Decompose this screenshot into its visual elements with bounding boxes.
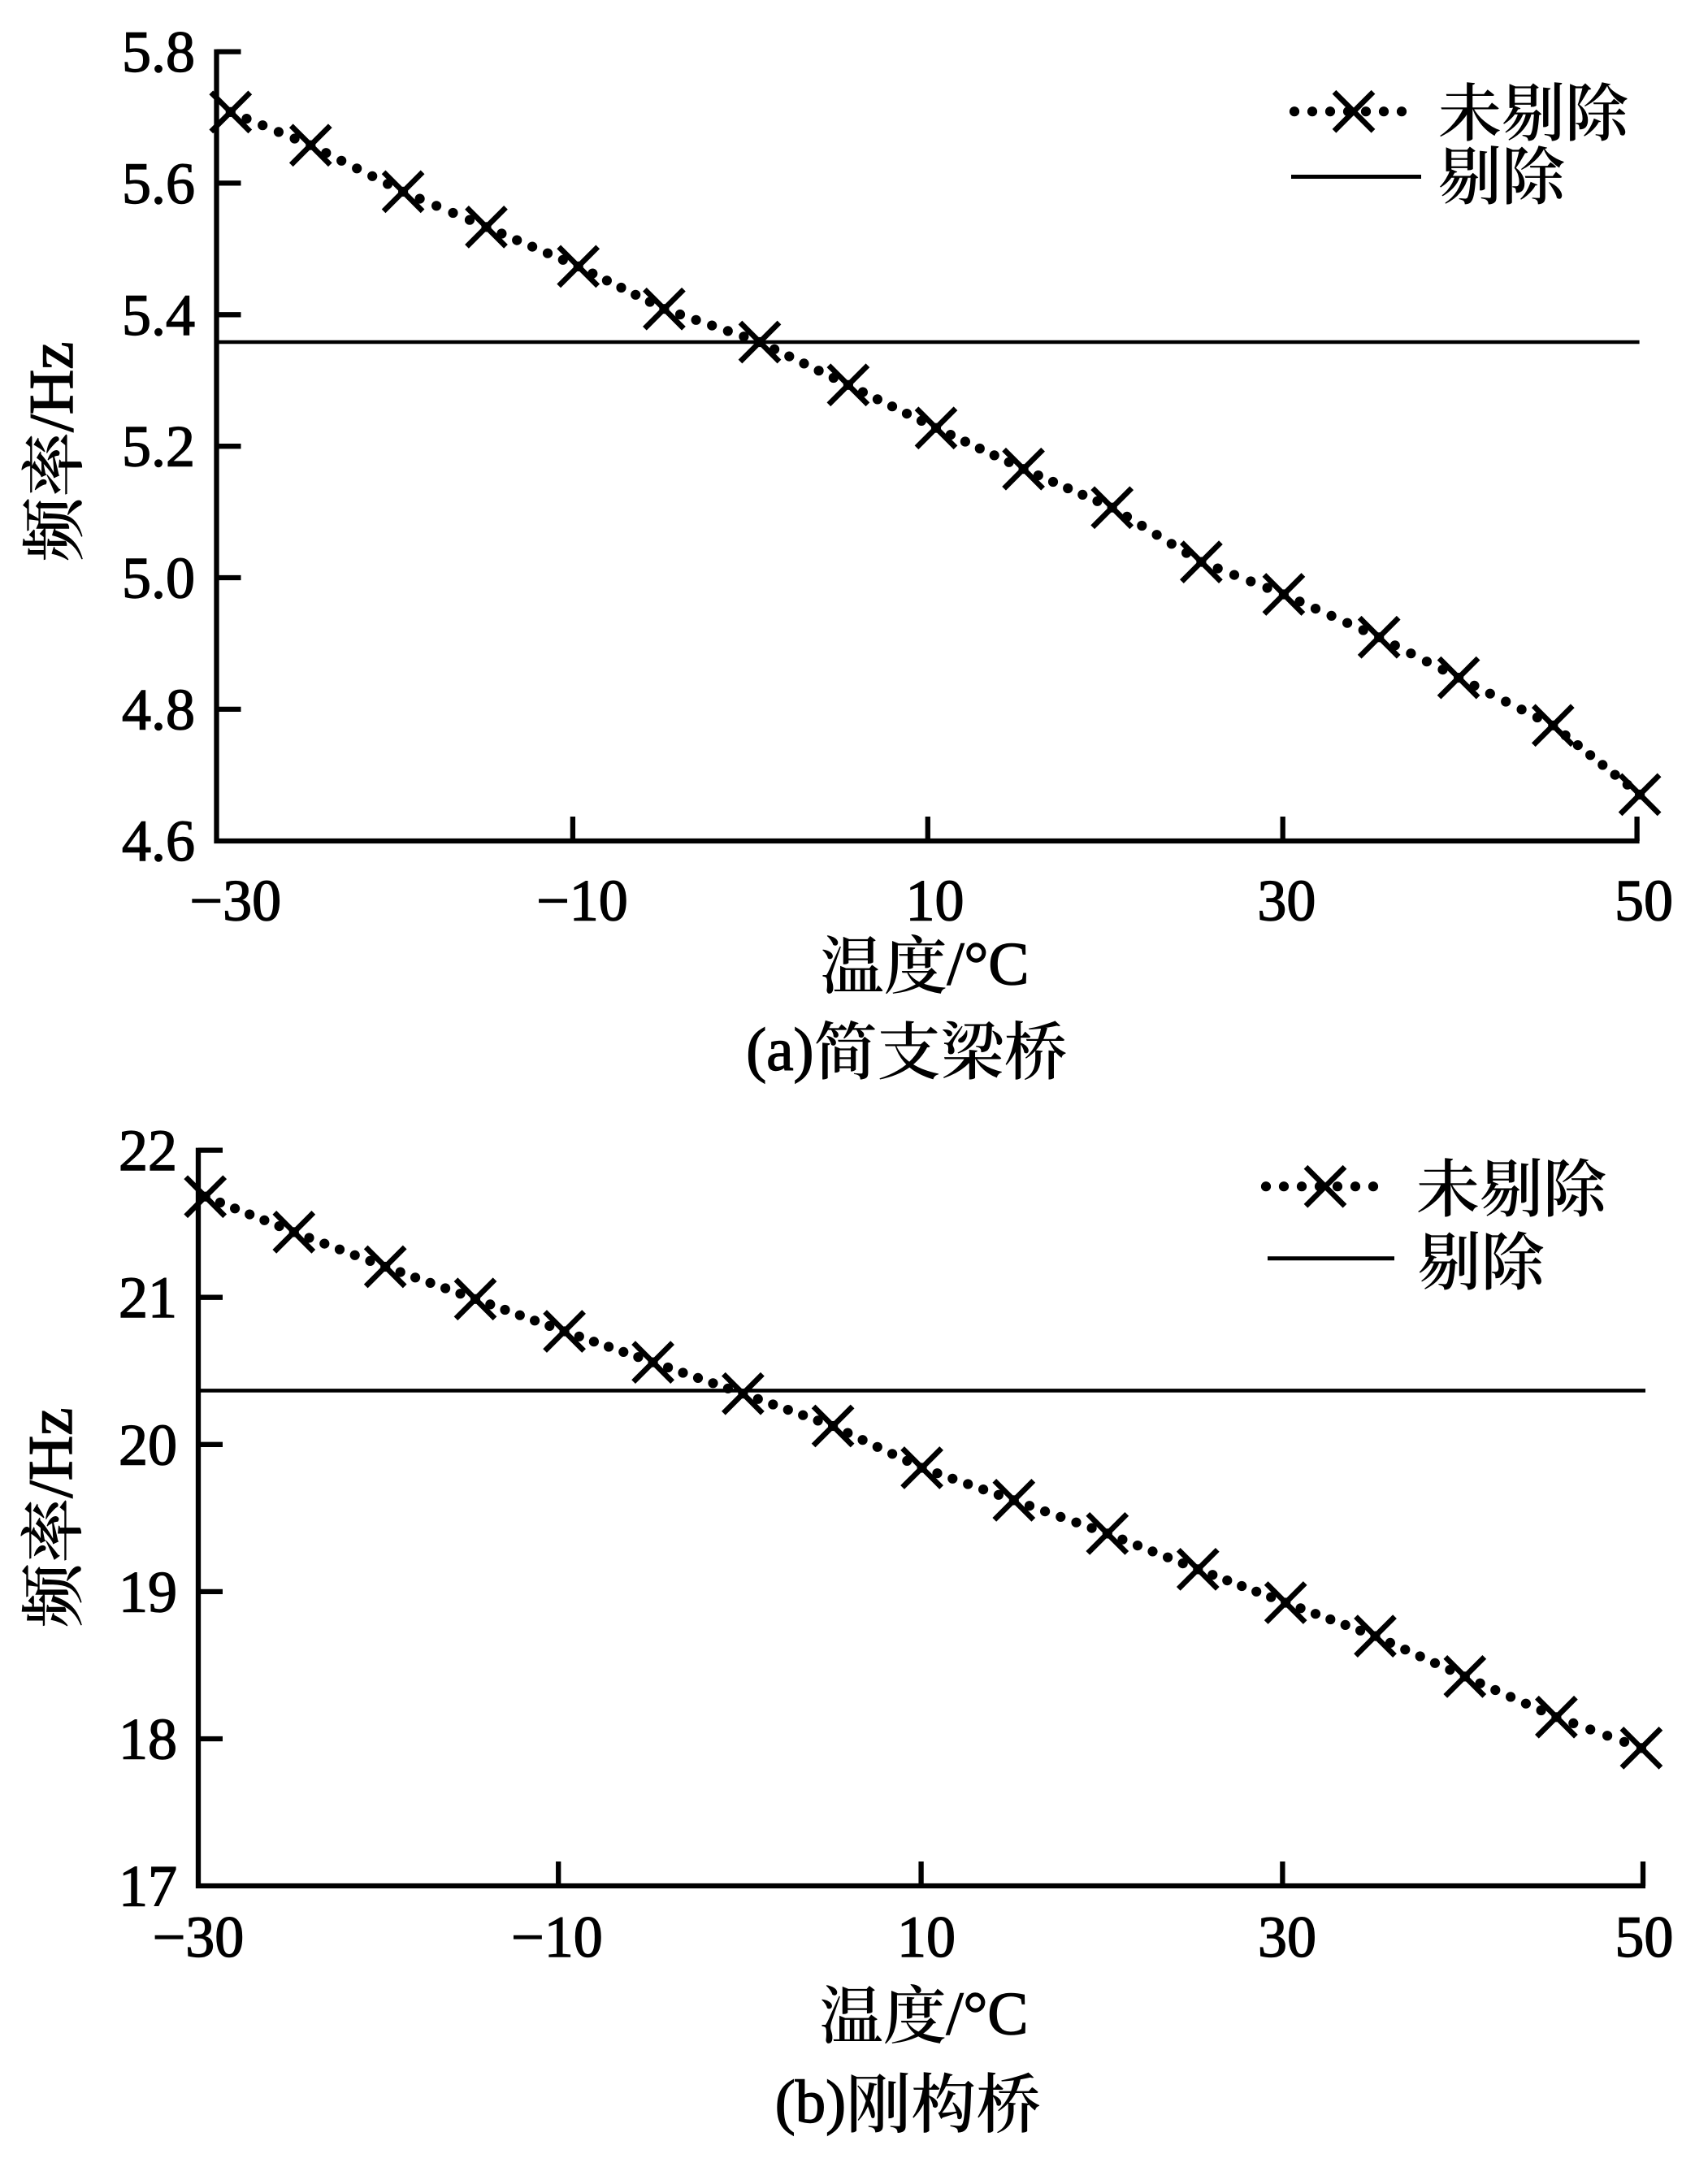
svg-text:−30: −30 xyxy=(153,1905,245,1970)
svg-text:4.8: 4.8 xyxy=(122,677,195,742)
svg-text:20: 20 xyxy=(119,1412,177,1477)
svg-text:19: 19 xyxy=(119,1559,177,1624)
svg-text:17: 17 xyxy=(119,1854,177,1919)
svg-text:30: 30 xyxy=(1258,1905,1316,1970)
svg-text:22: 22 xyxy=(119,1118,177,1183)
svg-text:−30: −30 xyxy=(189,869,281,934)
svg-text:10: 10 xyxy=(906,869,965,934)
svg-text:18: 18 xyxy=(119,1707,177,1772)
svg-text:30: 30 xyxy=(1257,869,1316,934)
svg-text:(a): (a) xyxy=(746,1016,813,1084)
svg-text:5.0: 5.0 xyxy=(122,546,195,611)
svg-text:21: 21 xyxy=(119,1265,177,1330)
svg-text:5.6: 5.6 xyxy=(122,151,195,216)
svg-text:/°C: /°C xyxy=(947,931,1030,999)
svg-text:−10: −10 xyxy=(536,869,628,934)
svg-text:50: 50 xyxy=(1615,869,1673,934)
svg-text:5.8: 5.8 xyxy=(122,20,195,85)
svg-text:(b): (b) xyxy=(775,2069,846,2136)
svg-text:/Hz: /Hz xyxy=(15,1407,85,1497)
svg-text:5.2: 5.2 xyxy=(122,414,195,479)
svg-text:4.6: 4.6 xyxy=(122,808,195,873)
svg-text:5.4: 5.4 xyxy=(122,283,195,348)
svg-text:10: 10 xyxy=(897,1905,956,1970)
svg-text:−10: −10 xyxy=(511,1905,603,1970)
svg-text:/Hz: /Hz xyxy=(16,341,86,431)
svg-text:50: 50 xyxy=(1615,1905,1673,1970)
svg-text:/°C: /°C xyxy=(947,1981,1029,2048)
